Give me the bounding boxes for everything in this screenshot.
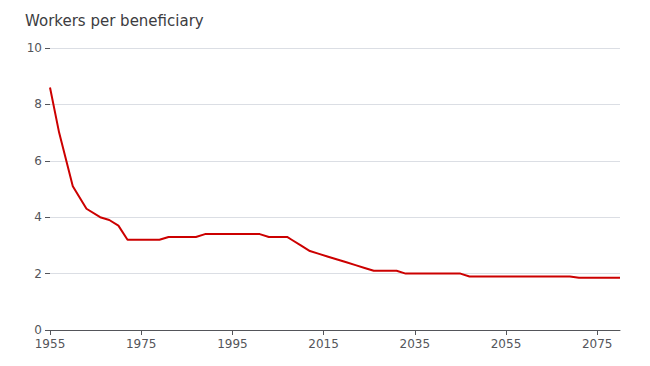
svg-text:6: 6 xyxy=(34,154,42,168)
svg-text:0: 0 xyxy=(34,323,42,337)
svg-text:Workers per beneficiary: Workers per beneficiary xyxy=(25,12,204,30)
svg-text:2015: 2015 xyxy=(308,337,339,351)
svg-text:1995: 1995 xyxy=(217,337,248,351)
svg-text:2035: 2035 xyxy=(400,337,431,351)
svg-text:2: 2 xyxy=(34,267,42,281)
svg-text:1955: 1955 xyxy=(35,337,66,351)
svg-text:10: 10 xyxy=(27,41,42,55)
svg-text:8: 8 xyxy=(34,97,42,111)
svg-text:1975: 1975 xyxy=(126,337,157,351)
svg-text:4: 4 xyxy=(34,210,42,224)
svg-text:2075: 2075 xyxy=(582,337,613,351)
svg-text:2055: 2055 xyxy=(491,337,522,351)
